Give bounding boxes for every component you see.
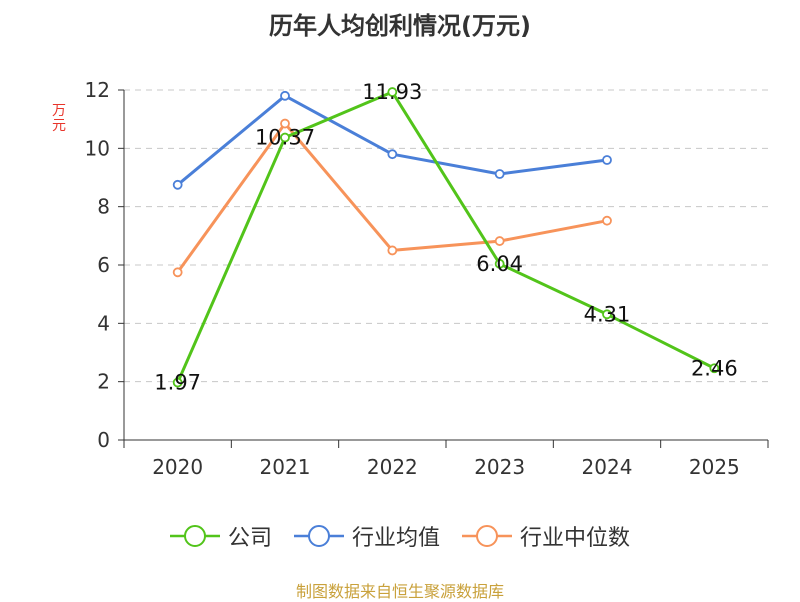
series-point-0 bbox=[387, 87, 398, 97]
legend-item[interactable]: 公司 bbox=[169, 520, 272, 552]
series-point-1 bbox=[494, 169, 505, 179]
data-label-layer: 1.97 10.37 11.93 6.04 4.31 2.46 bbox=[154, 80, 738, 395]
y-tick-label: 4 bbox=[97, 311, 110, 335]
x-tick-label: 2021 bbox=[260, 455, 311, 479]
y-tick-label: 6 bbox=[97, 253, 110, 277]
series-point-0 bbox=[280, 132, 290, 143]
data-label: 2.46 bbox=[691, 356, 738, 380]
y-tick-label: 8 bbox=[97, 195, 110, 219]
series-point-2 bbox=[172, 267, 183, 278]
x-tick-label: 2025 bbox=[689, 455, 740, 479]
y-tick-label: 10 bbox=[85, 136, 110, 160]
y-tick-label: 2 bbox=[97, 370, 110, 394]
legend-marker-icon bbox=[169, 525, 220, 547]
y-axis-unit-label: 万元 bbox=[52, 103, 66, 134]
legend: 公司 行业均值 行业中位数 bbox=[0, 520, 800, 552]
series-point-2 bbox=[494, 236, 505, 246]
series-point-1 bbox=[602, 155, 612, 165]
series-point-0 bbox=[709, 363, 720, 374]
series-line-0 bbox=[176, 90, 716, 384]
legend-marker-icon bbox=[462, 525, 512, 547]
x-tick-label: 2023 bbox=[474, 455, 525, 479]
y-tick-label: 12 bbox=[85, 78, 110, 102]
data-label: 10.37 bbox=[255, 126, 315, 150]
y-tick-label: 0 bbox=[97, 428, 110, 452]
data-label: 4.31 bbox=[584, 302, 631, 326]
series-line-1 bbox=[176, 94, 608, 186]
legend-marker-icon bbox=[293, 525, 344, 547]
series-point-0 bbox=[494, 258, 505, 269]
series-point-2 bbox=[387, 245, 398, 256]
legend-label: 行业均值 bbox=[351, 526, 440, 551]
data-label: 6.04 bbox=[476, 252, 523, 276]
series-point-1 bbox=[172, 179, 183, 190]
series-layer bbox=[172, 87, 720, 388]
legend-item[interactable]: 行业中位数 bbox=[462, 520, 630, 552]
chart-title: 历年人均创利情况(万元) bbox=[269, 12, 531, 40]
x-tick-label: 2024 bbox=[582, 455, 633, 479]
series-point-2 bbox=[280, 118, 290, 129]
series-point-1 bbox=[280, 90, 290, 101]
grid-layer bbox=[124, 89, 768, 383]
legend-label: 公司 bbox=[227, 526, 272, 551]
series-point-0 bbox=[602, 309, 612, 320]
axis-layer: 0 2 4 6 8 10 12 2020 2021 2022 2023 2024 2025 bbox=[85, 78, 769, 479]
data-label: 1.97 bbox=[154, 371, 201, 395]
source-note: 制图数据来自恒生聚源数据库 bbox=[295, 582, 504, 601]
legend-label: 行业中位数 bbox=[520, 526, 631, 551]
series-point-2 bbox=[602, 215, 612, 226]
series-point-1 bbox=[387, 149, 398, 160]
x-tick-label: 2022 bbox=[367, 455, 418, 479]
x-tick-label: 2020 bbox=[152, 455, 203, 479]
data-label: 11.93 bbox=[362, 80, 422, 104]
legend-item[interactable]: 行业均值 bbox=[293, 520, 440, 552]
series-point-0 bbox=[172, 377, 183, 388]
